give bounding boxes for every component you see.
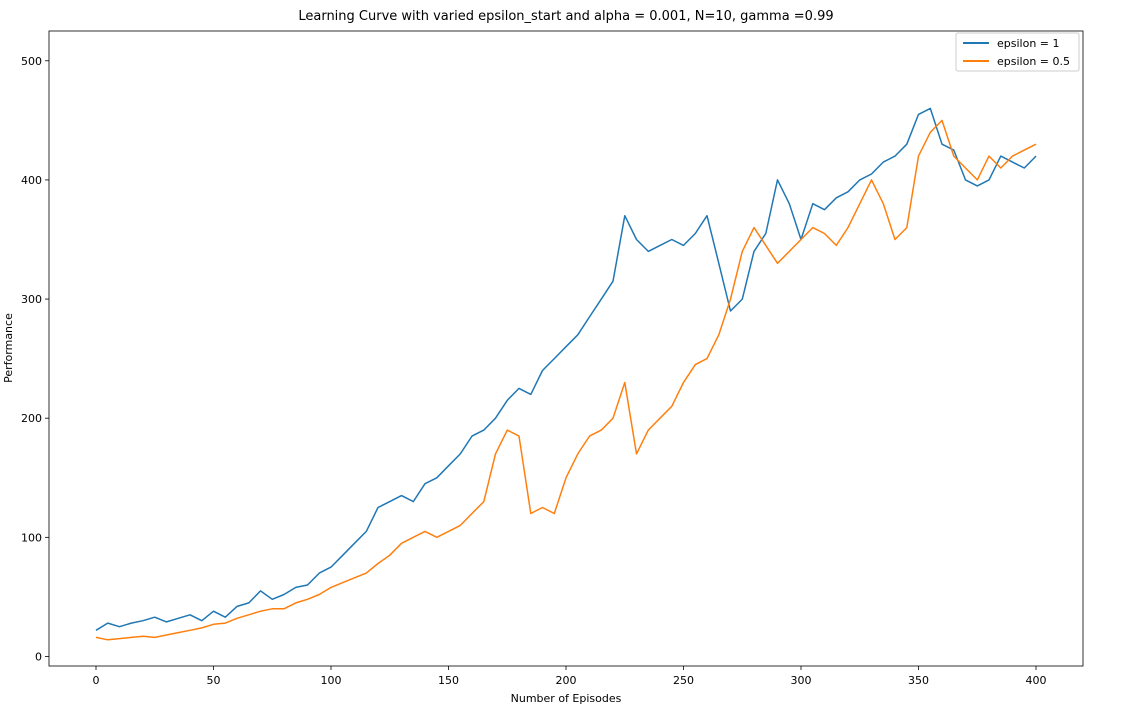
series-lines [95, 107, 1037, 641]
chart-title: Learning Curve with varied epsilon_start… [298, 9, 833, 24]
plot-area [48, 30, 1084, 667]
x-axis-label: Number of Episodes [511, 692, 622, 705]
series-line-1 [95, 119, 1037, 641]
x-tick-label: 400 [1026, 674, 1047, 687]
x-tick-label: 150 [438, 674, 459, 687]
x-tick-label: 250 [673, 674, 694, 687]
y-tick-label: 300 [21, 293, 42, 306]
y-tick-label: 100 [21, 531, 42, 544]
x-tick-label: 50 [207, 674, 221, 687]
x-tick-label: 0 [93, 674, 100, 687]
y-tick-label: 200 [21, 412, 42, 425]
y-axis-label: Performance [2, 313, 15, 383]
legend: epsilon = 1 epsilon = 0.5 [955, 32, 1080, 72]
x-tick-label: 100 [321, 674, 342, 687]
y-tick-label: 0 [35, 650, 42, 663]
x-axis: 0 50 100 150 200 250 300 350 400 [93, 666, 1047, 687]
y-axis: 0 100 200 300 400 500 [21, 55, 49, 663]
y-tick-label: 400 [21, 174, 42, 187]
legend-label-epsilon-1: epsilon = 1 [997, 37, 1060, 50]
x-tick-label: 350 [908, 674, 929, 687]
x-tick-label: 200 [556, 674, 577, 687]
series-line-0 [95, 107, 1037, 631]
x-tick-label: 300 [791, 674, 812, 687]
y-tick-label: 500 [21, 55, 42, 68]
legend-label-epsilon-0-5: epsilon = 0.5 [997, 55, 1070, 68]
